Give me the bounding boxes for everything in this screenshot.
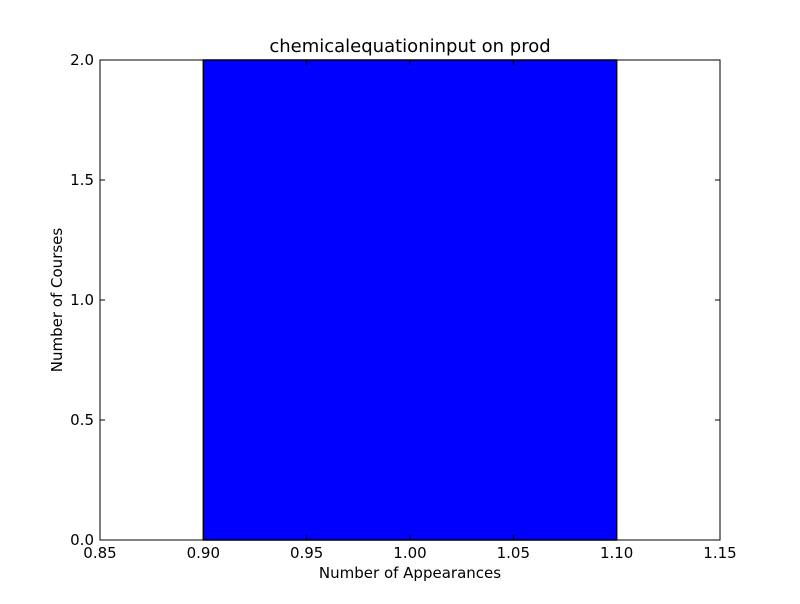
x-tick-label: 1.10 [600, 544, 633, 562]
y-axis-ticks: 0.0 0.5 1.0 1.5 2.0 [70, 51, 720, 549]
x-axis-ticks: 0.85 0.90 0.95 1.00 1.05 1.10 1.15 [83, 60, 737, 562]
x-tick-label: 1.00 [393, 544, 426, 562]
chart-title: chemicalequationinput on prod [269, 36, 550, 57]
x-tick-label: 0.95 [290, 544, 323, 562]
y-tick-label: 1.0 [70, 291, 94, 309]
y-tick-label: 0.0 [70, 531, 94, 549]
bars-layer [202, 59, 618, 541]
x-tick-label: 0.85 [83, 544, 116, 562]
histogram-bar-0 [202, 59, 618, 541]
y-tick-label: 2.0 [70, 51, 94, 69]
x-axis-label: Number of Appearances [319, 564, 501, 582]
x-tick-label: 1.15 [703, 544, 736, 562]
y-tick-label: 0.5 [70, 411, 94, 429]
y-tick-label: 1.5 [70, 171, 94, 189]
y-axis-label: Number of Courses [48, 228, 66, 373]
x-tick-label: 1.05 [497, 544, 530, 562]
x-tick-label: 0.90 [187, 544, 220, 562]
